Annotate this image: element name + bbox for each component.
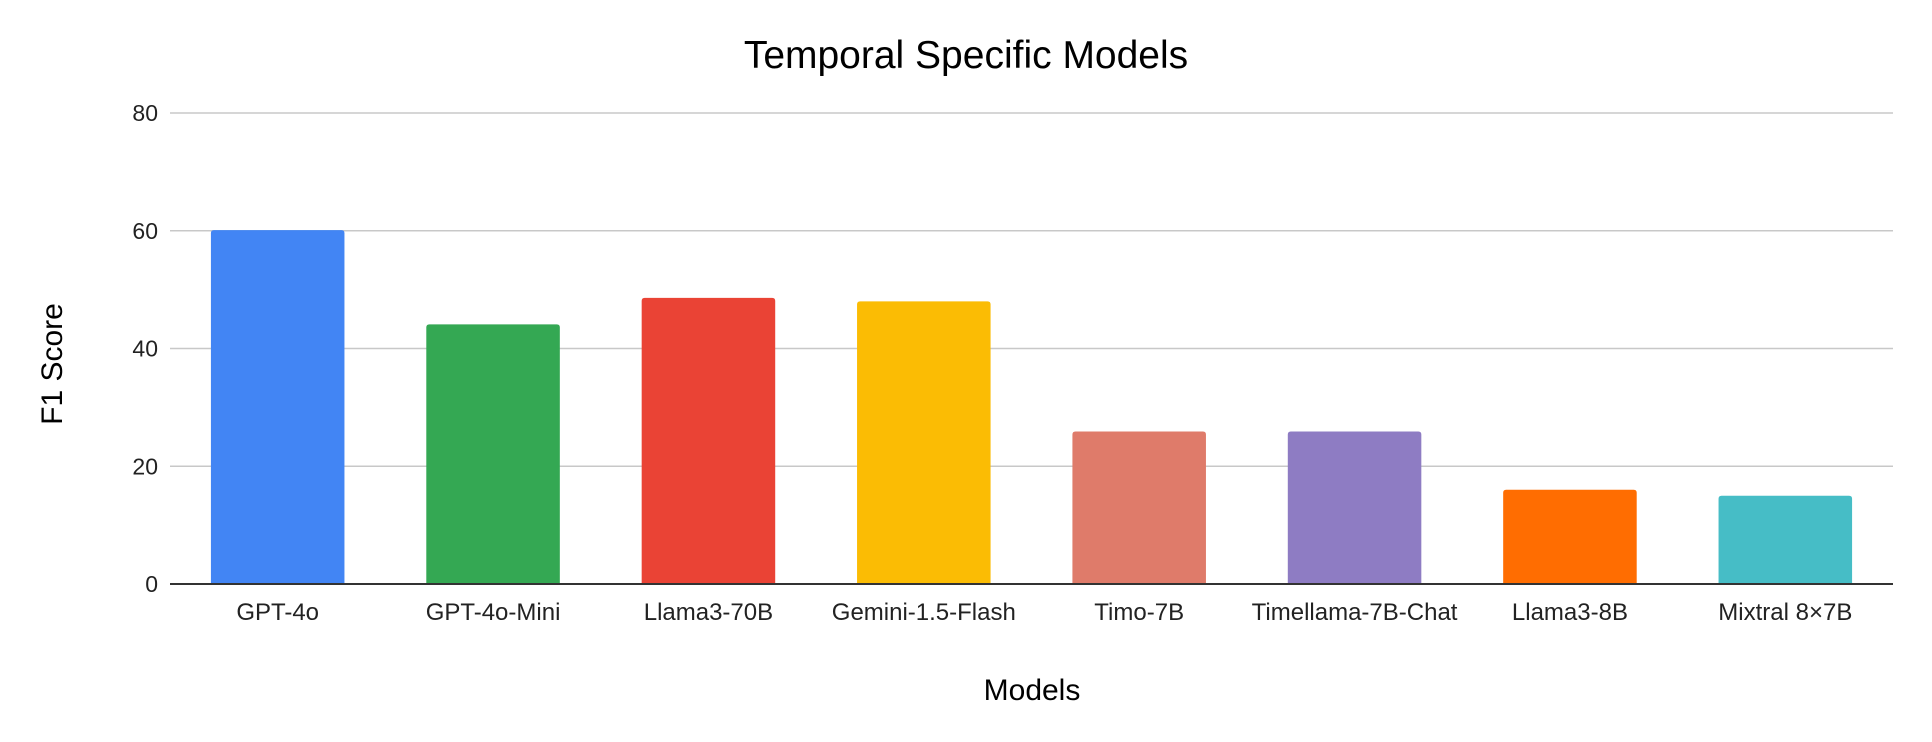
bar-gpt-4o-mini	[426, 324, 560, 584]
bar-timellama-7b-chat	[1287, 431, 1422, 584]
y-tick-label: 0	[145, 571, 158, 597]
y-tick-label: 40	[132, 336, 158, 362]
x-category-label: Mixtral 8×7B	[1718, 599, 1852, 626]
y-axis-title: F1 Score	[36, 303, 69, 425]
x-category-label: Gemini-1.5-Flash	[832, 599, 1016, 626]
x-axis-categories: GPT-4o GPT-4o-Mini Llama3-70B Gemini-1.5-Fl…	[236, 599, 1852, 626]
bar-mixtral-8-7b	[1718, 495, 1853, 584]
bar-llama3-8b	[1503, 489, 1637, 584]
bars	[210, 230, 1853, 584]
bar-llama3-70b	[641, 297, 776, 584]
y-tick-label: 20	[132, 453, 158, 479]
bar-gemini-1-5-flash	[857, 301, 991, 584]
x-category-label: GPT-4o-Mini	[426, 599, 561, 626]
x-category-label: Llama3-70B	[644, 599, 773, 626]
x-category-label: Timo-7B	[1094, 599, 1184, 626]
chart-title: Temporal Specific Models	[744, 34, 1188, 77]
y-axis-ticks: 0 20 40 60 80	[132, 100, 158, 597]
bar-gpt-4o	[210, 230, 345, 584]
y-tick-label: 80	[132, 100, 158, 126]
y-tick-label: 60	[132, 218, 158, 244]
x-axis-title: Models	[984, 674, 1081, 707]
bar-timo-7b	[1072, 431, 1206, 584]
x-category-label: GPT-4o	[236, 599, 319, 626]
x-category-label: Llama3-8B	[1512, 599, 1628, 626]
x-category-label: Timellama-7B-Chat	[1252, 599, 1458, 626]
